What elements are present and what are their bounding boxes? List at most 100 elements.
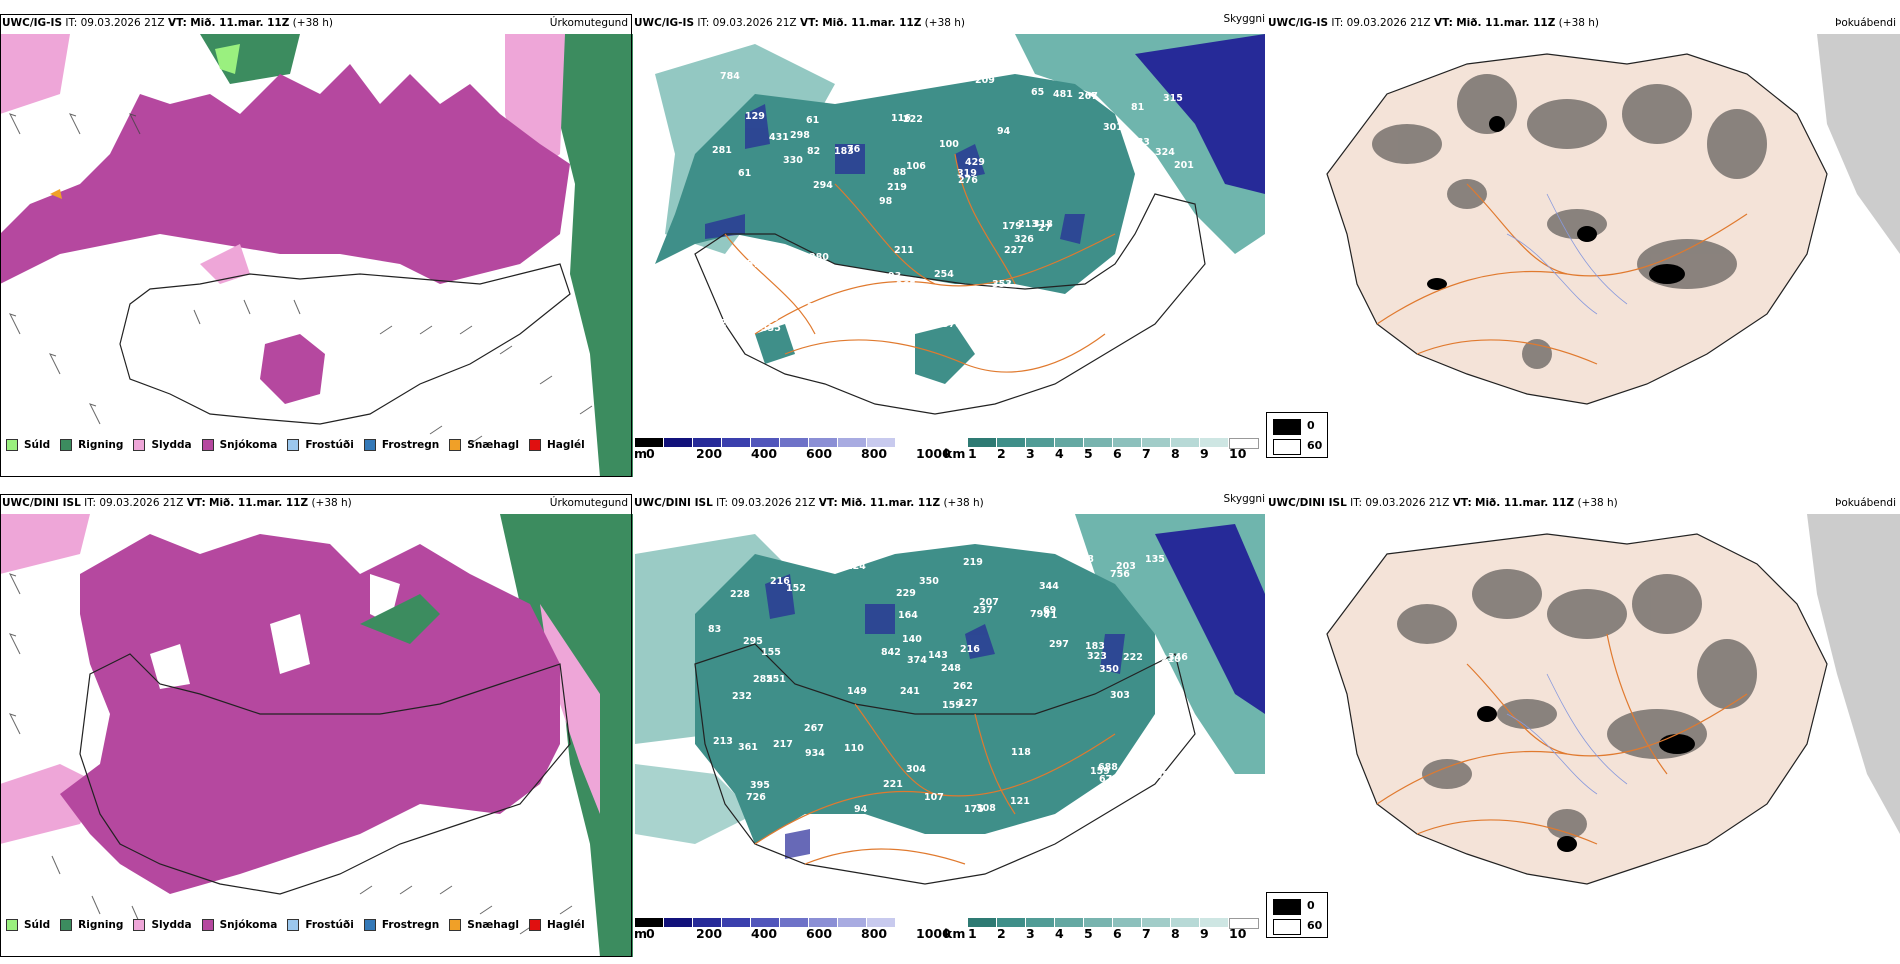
visibility-value-label: 22 [718,282,731,293]
visibility-value-label: 257 [740,259,760,270]
visibility-value-label: 262 [953,681,973,692]
visibility-map: 389 344 210 241 127 251 228 798 232 237 248 726 124 1… [635,514,1265,914]
visibility-value-label: 175 [893,76,913,87]
visibility-value-label: 319 [957,168,977,179]
visibility-value-label: 265 [896,280,916,291]
visibility-value-label: 295 [724,311,744,322]
visibility-value-label: 155 [761,647,781,658]
legend-item: Slydda [133,439,192,451]
visibility-value-label: 203 [1116,561,1136,572]
legend-item: Súld [6,919,50,931]
visibility-value-label: 241 [900,686,920,697]
visibility-value-label: 784 [720,71,740,82]
legend-swatch [528,439,541,451]
visibility-value-label: 98 [879,196,893,207]
precip-type-map [0,34,633,477]
panel-title-visibility: Skyggni [1223,13,1266,25]
visibility-value-label: 67 [1099,774,1112,785]
visibility-value-label: 213 [1018,219,1038,230]
visibility-value-label: 123 [1123,305,1143,316]
fog-index-map [1267,514,1900,944]
visibility-value-label: 323 [1087,651,1107,662]
legend-item: Súld [6,439,50,451]
panel-header: UWC/DINI ISL IT: 09.03.2026 21Z VT: Mið.… [2,497,352,509]
visibility-value-label: 315 [1163,93,1183,104]
visibility-value-label: 188 [1149,770,1169,781]
visibility-value-label: 237 [973,605,993,616]
visibility-value-label: 121 [1010,796,1030,807]
visibility-value-label: 118 [1011,747,1031,758]
terrain-unit: m [634,446,648,461]
visibility-value-label: 280 [809,252,829,263]
legend-swatch [201,919,214,931]
fog-swatch [1273,439,1301,455]
visibility-value-label: 298 [790,130,810,141]
visibility-value-label: 94 [997,126,1011,137]
legend-swatch [363,919,376,931]
visibility-value-label: 210 [1161,654,1181,665]
visibility-value-label: 361 [738,742,758,753]
visibility-value-label: 344 [1039,581,1059,592]
visibility-value-label: 278 [1085,305,1105,316]
visibility-value-label: 330 [783,155,803,166]
visibility-value-label: 839 [759,313,779,324]
panel-title-fog: Þokuábendi [1835,17,1896,29]
visibility-value-label: 207 [979,597,999,608]
fog-swatch [1273,919,1301,935]
panel-title-precip: Úrkomutegund [549,497,628,509]
fog-swatch [1273,899,1301,915]
visibility-value-label: 304 [906,764,926,775]
visibility-value-label: 291 [1117,277,1137,288]
legend-item: Frostregn [363,919,439,931]
visibility-value-label: 350 [1099,664,1119,675]
visibility-value-label: 229 [896,588,916,599]
visibility-value-label: 395 [750,780,770,791]
visibility-value-label: 726 [746,792,766,803]
precip-type-map [0,514,633,957]
visibility-value-label: 71 [1044,610,1057,621]
panel-header: UWC/DINI ISL IT: 09.03.2026 21Z VT: Mið.… [1268,497,1618,509]
legend-item: Rigning [60,919,123,931]
visibility-value-label: 65 [1031,87,1044,98]
visibility-value-label: 248 [941,663,961,674]
visibility-value-label: 155 [1155,250,1175,261]
row-ig-is: UWC/IG-IS IT: 09.03.2026 21Z VT: Mið. 11… [0,13,1900,484]
visibility-value-label: 346 [1168,652,1188,663]
visibility-value-label: 91 [1170,734,1183,745]
visibility-value-label: 353 [992,279,1012,290]
visibility-value-label: 232 [732,691,752,702]
visibility-value-label: 100 [939,139,959,150]
visibility-value-label: 124 [846,561,866,572]
visibility-value-label: 76 [847,144,861,155]
visibility-value-label: 570 [914,67,934,78]
legend-swatch [133,919,146,931]
visibility-value-label: 285 [753,674,773,685]
visibility-value-label: 318 [1033,219,1053,230]
visibility-value-label: 227 [1004,245,1024,256]
visibility-value-label: 254 [934,269,954,280]
visibility-value-label: 149 [847,686,867,697]
fog-label: 0 [1307,419,1315,432]
visibility-colorbar-labels: km 1 2 3 4 5 6 7 8 9 10 [944,926,1247,941]
visibility-value-label: 72 [754,254,767,265]
row-dini-isl: UWC/DINI ISL IT: 09.03.2026 21Z VT: Mið.… [0,493,1900,964]
precip-legend: Súld Rigning Slydda Snjókoma Frostúði Fr… [6,439,585,451]
visibility-value-label: 934 [805,748,825,759]
visibility-value-label: 209 [975,75,995,86]
panel-title-fog: Þokuábendi [1835,497,1896,509]
visibility-value-label: 308 [1074,554,1094,565]
panel-title-precip: Úrkomutegund [549,17,628,29]
visibility-value-label: 183 [1085,641,1105,652]
legend-swatch [6,439,18,451]
visibility-value-label: 81 [1131,102,1144,113]
precip-frame [0,494,632,957]
visibility-value-label: 110 [844,743,864,754]
legend-swatch [449,439,462,451]
legend-swatch [449,919,462,931]
panel-header: UWC/IG-IS IT: 09.03.2026 21Z VT: Mið. 11… [2,17,334,29]
visibility-value-label: 152 [786,583,806,594]
legend-item: Frostregn [363,439,439,451]
visibility-value-label: 295 [743,636,763,647]
fog-legend: 0 60 [1266,412,1328,458]
visibility-value-label: 159 [1090,766,1110,777]
